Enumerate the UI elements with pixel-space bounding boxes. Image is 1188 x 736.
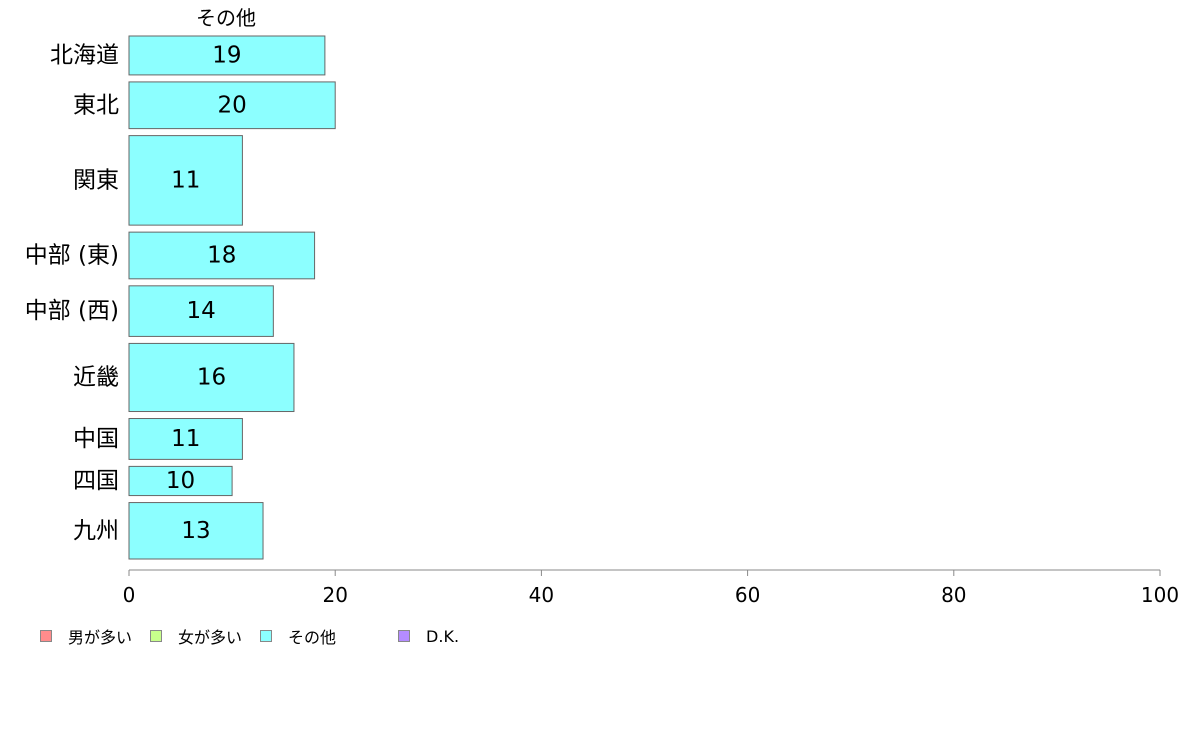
x-tick-label: 40 <box>529 583 554 607</box>
category-label: 近畿 <box>73 364 119 390</box>
bar <box>128 342 295 413</box>
bar-value-label: 11 <box>171 426 200 452</box>
bar <box>128 35 326 76</box>
legend-label-female: 女が多い <box>178 628 243 647</box>
legend-label-male: 男が多い <box>68 628 133 647</box>
bar-value-label: 19 <box>212 42 241 68</box>
legend-label-dk: D.K. <box>426 626 460 646</box>
legend-item-dk: D.K. <box>398 627 459 646</box>
category-label: 関東 <box>73 167 119 193</box>
bar <box>128 502 264 560</box>
bar <box>128 418 243 460</box>
category-label: 中部 (東) <box>25 242 119 268</box>
bar <box>128 231 316 280</box>
legend-swatch-dk <box>398 630 411 642</box>
series-title: その他 <box>196 6 256 30</box>
legend-swatch-male <box>40 630 52 642</box>
x-tick-label: 60 <box>735 583 760 607</box>
bar-value-label: 10 <box>166 468 195 494</box>
bar-value-label: 14 <box>187 298 216 324</box>
category-label: 四国 <box>73 468 119 494</box>
x-tick-label: 100 <box>1141 583 1179 607</box>
legend: 男が多い 女が多い その他 D.K. <box>40 624 477 648</box>
bars-group: 19 北海道 20 東北 11 関東 18 中部 (東) 14 中部 (西) 16 近畿 11 中国 10 四… <box>25 35 336 560</box>
bar-value-label: 20 <box>217 92 246 118</box>
legend-swatch-other <box>260 630 273 642</box>
x-tick-label: 0 <box>123 583 136 607</box>
category-label: 北海道 <box>50 42 119 68</box>
legend-item-male: 男が多い <box>40 624 132 648</box>
bar <box>128 465 233 497</box>
x-axis: 0 20 40 60 80 100 <box>123 569 1179 607</box>
legend-label-other: その他 <box>288 628 337 647</box>
bar <box>128 285 274 337</box>
category-label: 中部 (西) <box>25 298 119 324</box>
bar-value-label: 16 <box>197 364 226 390</box>
bar <box>128 135 243 226</box>
bar-value-label: 18 <box>207 242 236 268</box>
legend-swatch-female <box>150 630 163 642</box>
legend-item-other: その他 <box>260 624 336 648</box>
category-label: 中国 <box>73 426 119 452</box>
category-label: 東北 <box>73 92 119 118</box>
bar-value-label: 13 <box>181 518 210 544</box>
category-label: 九州 <box>73 518 119 544</box>
x-tick-label: 20 <box>322 583 347 607</box>
bar-value-label: 11 <box>171 167 200 193</box>
legend-item-female: 女が多い <box>150 624 242 648</box>
bar <box>128 81 336 130</box>
x-tick-label: 80 <box>941 583 966 607</box>
